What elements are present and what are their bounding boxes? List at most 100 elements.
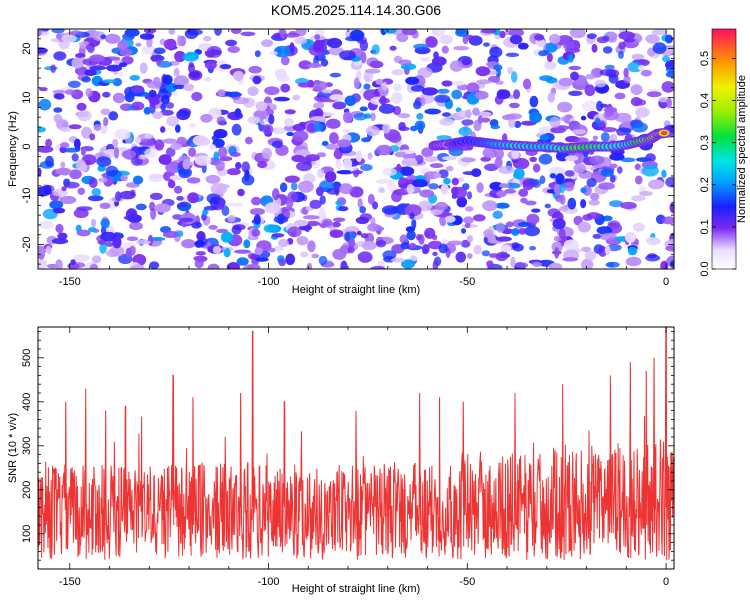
noise-blob [571,129,587,135]
noise-blob [271,233,285,238]
noise-blob [153,47,166,55]
noise-blob [359,39,369,52]
noise-blob [203,35,212,42]
noise-blob [342,111,353,124]
noise-blob [306,220,320,227]
noise-blob [291,154,305,163]
noise-blob [253,214,261,225]
noise-blob [563,239,579,251]
colorbar-label: Normalized spectral amplitude [736,75,748,223]
noise-blob [245,136,253,145]
noise-blob [466,191,473,200]
noise-blob [174,185,183,194]
noise-blob [661,169,667,178]
noise-blob [241,174,255,186]
noise-blob [581,258,594,269]
snr-series-line [38,327,674,561]
colorbar-gradient [712,29,736,269]
noise-blob [203,77,212,82]
noise-blob [431,29,446,37]
noise-blob [131,85,145,94]
noise-blob [284,109,296,115]
noise-blob [91,255,102,264]
noise-blob [529,156,537,162]
colorbar-frame [711,28,737,270]
noise-blob [336,139,351,148]
noise-blob [38,245,47,256]
noise-blob [464,206,474,212]
noise-blob [176,136,187,146]
noise-blob [141,45,156,55]
noise-blob [367,152,373,160]
noise-blob [326,188,340,195]
noise-blob [38,98,52,111]
noise-blob [292,94,301,101]
noise-blob [185,51,199,59]
noise-blob [635,175,643,185]
noise-blob [360,233,369,239]
noise-blob [511,149,520,159]
noise-blob [227,46,240,53]
y-tick-label: 400 [21,393,33,411]
noise-blob [38,126,46,133]
noise-blob [55,223,64,234]
noise-blob [255,257,269,262]
noise-blob [476,79,492,85]
noise-blob [85,44,93,51]
noise-blob [45,155,54,167]
noise-blob [69,169,82,180]
noise-blob [509,102,520,109]
noise-blob [518,228,527,235]
noise-blob [616,131,626,136]
noise-blob [149,201,156,211]
noise-blob [226,262,240,269]
noise-blob [483,42,490,47]
noise-blob [396,163,402,173]
noise-blob [324,171,337,183]
noise-blob [148,89,157,98]
noise-blob [596,100,604,112]
noise-blob [389,45,397,51]
noise-blob [189,71,201,79]
noise-blob [329,94,346,101]
noise-blob [266,108,274,116]
noise-blob [99,202,111,209]
noise-blob [106,64,123,72]
noise-blob [332,101,347,110]
noise-blob [89,65,107,71]
noise-blob [139,33,155,40]
noise-blob [370,112,376,122]
noise-blob [661,55,671,63]
noise-blob [490,124,501,130]
noise-blob [191,221,202,229]
noise-blob [51,238,69,245]
noise-blob [61,34,77,43]
noise-blob [63,181,80,189]
noise-blob [510,71,518,83]
noise-blob [310,116,326,122]
noise-blob [510,256,516,268]
noise-blob [581,246,592,253]
noise-blob [414,120,426,131]
noise-blob [456,196,468,208]
noise-blob [616,166,623,174]
noise-blob [87,195,104,202]
noise-blob [444,215,456,223]
noise-blob [458,126,473,137]
noise-blob [646,91,662,98]
noise-blob [600,232,618,241]
colorbar-tick-label: 0.0 [699,261,711,276]
noise-blob [114,128,131,140]
noise-blob [235,162,242,170]
noise-blob [645,254,661,262]
colorbar-tick-label: 0.4 [699,93,711,108]
noise-blob [226,202,244,207]
noise-blob [219,156,233,162]
noise-blob [560,116,568,122]
noise-blob [488,75,500,83]
noise-blob [215,159,225,172]
noise-blob [604,245,611,256]
noise-blob [321,89,332,94]
ridge-point [660,130,668,136]
noise-blob [585,73,596,80]
